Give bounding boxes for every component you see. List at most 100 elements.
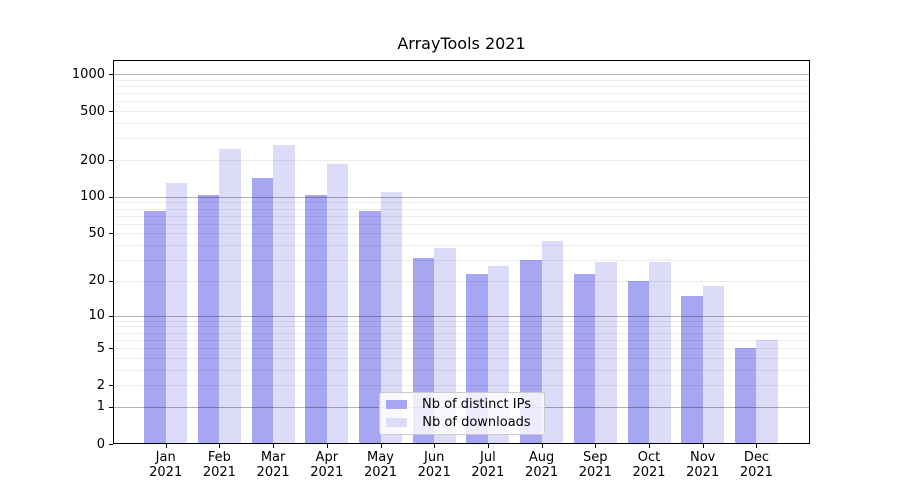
xtick-mark-may — [380, 444, 382, 448]
bar-distinct-ips-mar — [251, 178, 274, 444]
ytick-label-1000: 1000 — [71, 66, 105, 82]
ytick-label-2: 2 — [96, 377, 105, 393]
grid-layer — [113, 60, 810, 444]
gridline-y-700 — [113, 93, 810, 95]
bar-distinct-ips-oct — [627, 280, 649, 444]
legend-swatch-distinct-ips — [386, 400, 407, 409]
gridline-y-60 — [113, 223, 810, 225]
gridline-y-40 — [113, 245, 810, 247]
bar-downloads-feb — [219, 148, 241, 444]
xtick-year-jul: 2021 — [471, 465, 505, 480]
xtick-year-sep: 2021 — [578, 465, 612, 480]
xtick-mark-apr — [326, 444, 328, 448]
xtick-month-mar: Mar — [260, 450, 286, 465]
gridline-y-500 — [113, 111, 810, 113]
ytick-mark-20 — [109, 280, 113, 282]
xtick-mark-oct — [649, 444, 650, 448]
gridline-y-5 — [113, 348, 810, 350]
xtick-year-oct: 2021 — [632, 465, 666, 480]
gridline-y-100 — [113, 196, 810, 198]
xtick-month-jun: Jun — [424, 450, 445, 465]
xtick-month-jan: Jan — [155, 450, 176, 465]
xtick-label-may: May 2021 — [354, 450, 408, 480]
xtick-label-apr: Apr 2021 — [300, 450, 354, 480]
xtick-mark-jul — [487, 444, 489, 448]
ytick-mark-1000 — [109, 74, 113, 76]
xtick-mark-aug — [541, 444, 543, 448]
xtick-month-feb: Feb — [207, 450, 231, 465]
ytick-label-1: 1 — [96, 399, 105, 415]
xtick-label-nov: Nov 2021 — [676, 450, 730, 480]
xtick-year-jan: 2021 — [149, 465, 183, 480]
xtick-year-jun: 2021 — [417, 465, 451, 480]
gridline-y-30 — [113, 260, 810, 262]
ytick-label-500: 500 — [80, 103, 105, 119]
gridline-y-300 — [113, 138, 810, 140]
xtick-label-jun: Jun 2021 — [407, 450, 461, 480]
legend: Nb of distinct IPs Nb of downloads — [379, 392, 545, 435]
bar-downloads-aug — [541, 241, 564, 444]
ytick-label-0: 0 — [96, 436, 105, 452]
ytick-mark-2 — [109, 385, 113, 387]
xtick-month-aug: Aug — [528, 450, 555, 465]
bar-downloads-mar — [273, 145, 295, 444]
ytick-mark-500 — [109, 111, 113, 113]
bar-distinct-ips-feb — [197, 194, 220, 444]
bar-distinct-ips-jan — [144, 210, 166, 444]
bar-downloads-dec — [756, 339, 778, 444]
gridline-y-50 — [113, 233, 810, 235]
xtick-month-dec: Dec — [743, 450, 769, 465]
legend-label-distinct-ips: Nb of distinct IPs — [422, 397, 531, 412]
gridline-y-2 — [113, 385, 810, 387]
ytick-mark-10 — [109, 315, 113, 317]
bar-distinct-ips-dec — [734, 348, 757, 444]
gridline-y-7 — [113, 332, 810, 334]
xtick-label-aug: Aug 2021 — [515, 450, 569, 480]
bar-distinct-ips-nov — [681, 295, 703, 444]
bar-downloads-sep — [595, 261, 617, 444]
xtick-year-aug: 2021 — [525, 465, 559, 480]
ytick-mark-50 — [109, 233, 113, 235]
bar-downloads-apr — [326, 164, 349, 444]
xtick-mark-mar — [273, 444, 275, 448]
gridline-y-20 — [113, 280, 810, 282]
xtick-label-feb: Feb 2021 — [192, 450, 246, 480]
xtick-label-jan: Jan 2021 — [139, 450, 193, 480]
ytick-label-10: 10 — [88, 308, 105, 324]
bar-downloads-may — [380, 192, 402, 444]
xtick-label-mar: Mar 2021 — [246, 450, 300, 480]
xtick-month-jul: Jul — [480, 450, 496, 465]
gridline-y-600 — [113, 101, 810, 103]
gridline-y-80 — [113, 208, 810, 210]
xtick-mark-jan — [165, 444, 167, 448]
xtick-month-apr: Apr — [315, 450, 339, 465]
ytick-mark-5 — [109, 348, 113, 350]
ytick-mark-1 — [109, 406, 113, 408]
gridline-y-4 — [113, 357, 810, 359]
xtick-month-sep: Sep — [583, 450, 608, 465]
xtick-label-sep: Sep 2021 — [568, 450, 622, 480]
ytick-mark-0 — [109, 444, 113, 445]
ytick-mark-100 — [109, 196, 113, 198]
xtick-year-nov: 2021 — [686, 465, 720, 480]
bar-distinct-ips-apr — [305, 194, 327, 444]
xtick-mark-jun — [434, 444, 436, 448]
xtick-year-mar: 2021 — [256, 465, 290, 480]
xtick-month-nov: Nov — [690, 450, 716, 465]
bar-downloads-oct — [649, 261, 671, 444]
bar-distinct-ips-sep — [573, 273, 596, 444]
chart-title: ArrayTools 2021 — [397, 34, 526, 53]
gridline-y-200 — [113, 160, 810, 161]
xtick-year-dec: 2021 — [739, 465, 773, 480]
legend-item-downloads: Nb of downloads — [386, 415, 538, 430]
xtick-year-apr: 2021 — [310, 465, 344, 480]
ytick-label-20: 20 — [88, 273, 105, 289]
gridline-y-10 — [113, 315, 810, 317]
gridline-y-800 — [113, 85, 810, 87]
legend-label-downloads: Nb of downloads — [422, 415, 531, 430]
gridline-y-400 — [113, 123, 810, 125]
gridline-y-70 — [113, 215, 810, 217]
xtick-mark-feb — [219, 444, 221, 448]
xtick-mark-sep — [595, 444, 597, 448]
